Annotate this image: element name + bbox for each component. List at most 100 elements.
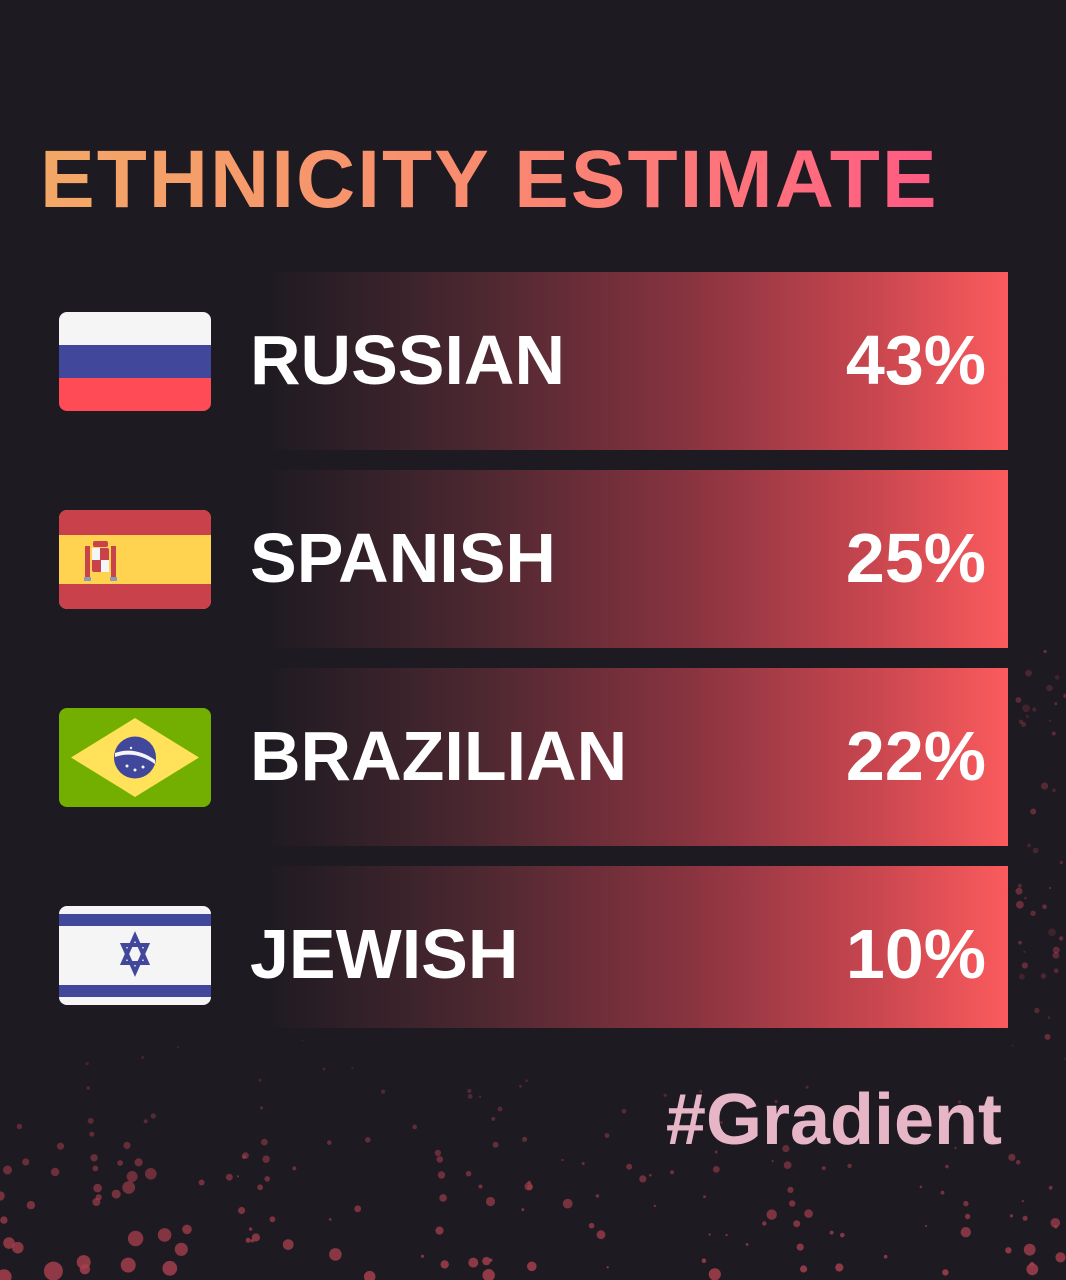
brazil-flag-icon [59,708,211,807]
decorative-dot [126,1171,138,1182]
decorative-dot [491,1116,496,1121]
decorative-dot [588,1222,595,1229]
decorative-dot [840,1232,845,1238]
decorative-dot [3,1237,15,1249]
decorative-dot [122,1181,136,1194]
decorative-dot [725,1233,728,1237]
decorative-dot [522,1136,528,1142]
decorative-dot [829,1230,834,1235]
decorative-dot [251,1233,260,1242]
decorative-dot [787,1186,794,1193]
decorative-dot [90,1154,98,1162]
decorative-dot [0,1191,5,1201]
decorative-dot [1021,1200,1024,1203]
decorative-dot [942,1269,949,1276]
decorative-dot [527,1261,537,1272]
decorative-dot [120,1257,136,1273]
decorative-dot [412,1124,418,1130]
decorative-dot [489,1258,493,1262]
decorative-dot [479,1095,482,1098]
decorative-dot [301,1039,304,1042]
ethnicity-row-spanish: SPANISH 25% [0,470,1066,648]
decorative-dot [0,1216,8,1224]
decorative-dot [708,1268,721,1280]
decorative-dot [242,1152,249,1159]
decorative-dot [621,1108,627,1114]
decorative-dot [123,1141,131,1149]
decorative-dot [519,1084,522,1088]
decorative-dot [157,1228,172,1242]
decorative-dot [1009,1214,1014,1218]
decorative-dot [604,1133,610,1138]
decorative-dot [964,1213,971,1220]
decorative-dot [174,1242,188,1256]
decorative-dot [282,1239,294,1250]
decorative-dot [1022,1215,1028,1221]
ethnicity-row-brazilian: BRAZILIAN 22% [0,668,1066,846]
row-gradient-bar [262,866,1008,1028]
hashtag-label: #Gradient [665,1080,1002,1160]
decorative-dot [11,1241,24,1254]
decorative-dot [1063,1057,1066,1060]
title-word-2: ESTIMATE [514,134,939,225]
decorative-dot [1043,649,1047,654]
decorative-dot [804,1209,813,1218]
decorative-dot [526,1184,533,1191]
ethnicity-label: JEWISH [250,915,519,993]
decorative-dot [701,1258,707,1263]
decorative-dot [670,1170,675,1175]
decorative-dot [940,1190,945,1195]
decorative-dot [467,1088,472,1094]
decorative-dot [322,1067,326,1071]
decorative-dot [421,1254,424,1258]
ethnicity-percent: 10% [845,915,986,993]
decorative-dot [328,1218,332,1221]
decorative-dot [250,1239,254,1243]
decorative-dot [434,1149,442,1157]
decorative-dot [117,1160,123,1166]
decorative-dot [182,1224,192,1235]
decorative-dot [16,1123,23,1130]
decorative-dot [639,1175,647,1183]
decorative-dot [0,1269,12,1280]
decorative-dot [261,1138,268,1146]
decorative-dot [482,1256,491,1266]
decorative-dot [85,1062,89,1066]
decorative-dot [245,1237,251,1243]
decorative-dot [1008,1153,1016,1161]
decorative-dot [92,1198,101,1206]
decorative-dot [1044,1033,1051,1040]
spain-flag-icon [59,510,211,609]
decorative-dot [436,1156,444,1163]
decorative-dot [26,1201,36,1210]
decorative-dot [241,1154,246,1159]
ethnicity-row-russian: RUSSIAN 43% [0,272,1066,450]
decorative-dot [1048,1185,1053,1190]
decorative-dot [1015,1160,1021,1165]
decorative-dot [145,1168,157,1180]
decorative-dot [800,1265,808,1273]
decorative-dot [708,1233,711,1236]
decorative-dot [789,1200,796,1207]
decorative-dot [485,1196,496,1207]
decorative-dot [258,1078,262,1082]
decorative-dot [1054,1225,1058,1229]
decorative-dot [963,1200,969,1207]
decorative-dot [712,1166,720,1173]
decorative-dot [1026,1263,1039,1276]
decorative-dot [595,1194,600,1198]
decorative-dot [440,1260,449,1269]
decorative-dot [626,1163,633,1170]
decorative-dot [562,1198,573,1209]
decorative-dot [92,1165,99,1172]
decorative-dot [437,1171,446,1179]
decorative-dot [649,1173,652,1177]
decorative-dot [89,1131,95,1137]
decorative-dot [86,1086,91,1090]
decorative-dot [327,1140,332,1145]
decorative-dot [653,1204,656,1208]
decorative-dot [93,1183,102,1193]
decorative-dot [162,1260,178,1276]
ethnicity-percent: 43% [845,321,986,399]
israel-flag-icon [59,906,211,1005]
